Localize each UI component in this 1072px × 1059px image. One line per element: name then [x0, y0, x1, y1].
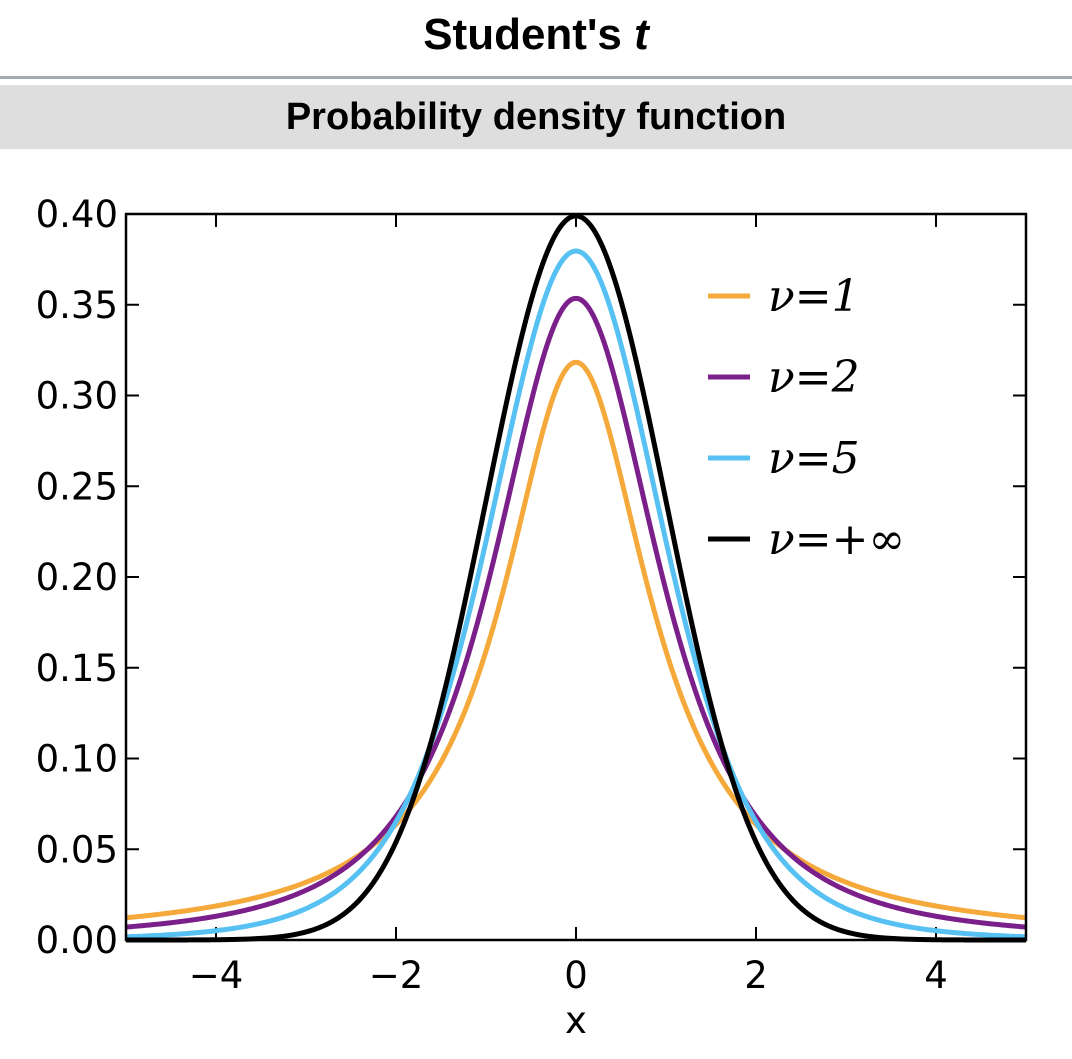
- y-tick-label: 0.05: [36, 828, 118, 871]
- y-tick-label: 0.20: [36, 556, 118, 599]
- tick-labels: −4 −2 0 2 4 0.00 0.05 0.10 0.15 0.20 0.25 0.30 0.35 0…: [36, 193, 948, 997]
- y-tick-label: 0.25: [36, 465, 118, 508]
- legend-label: ν=+∞: [768, 514, 905, 565]
- series-line: [125, 295, 1027, 930]
- series-lines: [125, 213, 1027, 943]
- axis-ticks: [126, 213, 1026, 941]
- y-tick-label: 0.30: [36, 375, 118, 418]
- infobox-title: Student's t: [0, 0, 1072, 76]
- x-axis-label: x: [565, 999, 587, 1042]
- pdf-chart: −4 −2 0 2 4 0.00 0.05 0.10 0.15 0.20 0.25 0.30 0.35 0…: [36, 193, 1028, 1042]
- distribution-title: Student's t: [423, 10, 649, 60]
- y-tick-label: 0.00: [36, 919, 118, 962]
- y-tick-label: 0.10: [36, 738, 118, 781]
- title-symbol: t: [634, 10, 649, 59]
- plot-frame: [124, 212, 1028, 942]
- legend-label: ν=2: [768, 352, 860, 403]
- legend-label: ν=5: [768, 433, 860, 484]
- series-line: [125, 213, 1027, 943]
- y-tick-label: 0.15: [36, 647, 118, 690]
- section-header: Probability density function: [0, 85, 1072, 149]
- x-tick-label: 2: [744, 954, 768, 997]
- series-line: [125, 248, 1027, 940]
- y-tick-label: 0.35: [36, 284, 118, 327]
- y-tick-label: 0.40: [36, 193, 118, 236]
- x-tick-label: −2: [369, 954, 424, 997]
- x-tick-label: −4: [189, 954, 244, 997]
- title-divider: [0, 76, 1072, 79]
- legend: ν=1 ν=2 ν=5 ν=+∞: [708, 271, 905, 565]
- x-tick-label: 4: [924, 954, 948, 997]
- legend-label: ν=1: [768, 271, 860, 322]
- title-text: Student's: [423, 10, 622, 59]
- x-tick-label: 0: [564, 954, 588, 997]
- section-title: Probability density function: [285, 96, 787, 138]
- series-line: [125, 359, 1027, 921]
